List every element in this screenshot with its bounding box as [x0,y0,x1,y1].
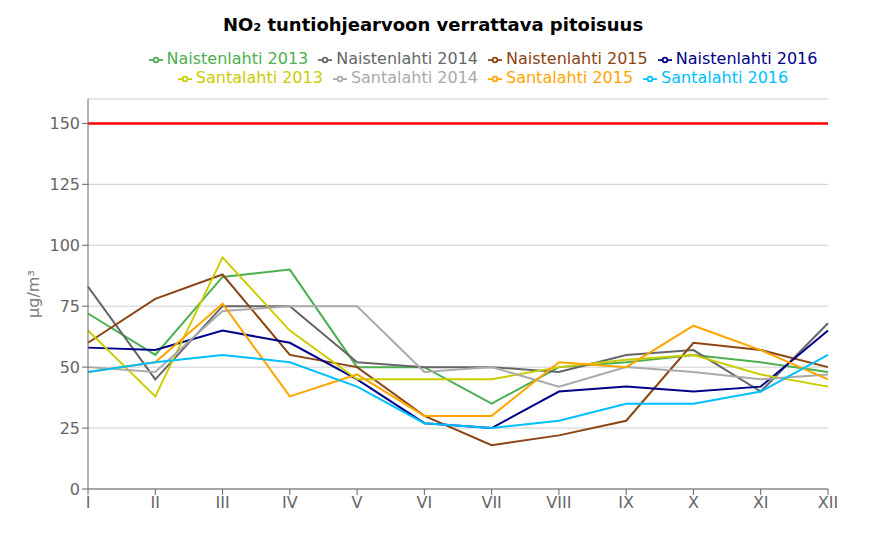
svg-text:75: 75 [60,297,80,316]
svg-text:VIII: VIII [546,493,571,512]
svg-text:50: 50 [60,358,80,377]
html-text:Naistenlahti 2013: Naistenlahti 2013 [166,49,309,68]
svg-text:VII: VII [481,493,501,512]
svg-text:X: X [688,493,699,512]
svg-text:I: I [86,493,91,512]
svg-text:IV: IV [282,493,298,512]
svg-text:µg/m³: µg/m³ [24,270,43,318]
svg-text:XII: XII [818,493,838,512]
html-text:Naistenlahti 2016: Naistenlahti 2016 [675,49,818,68]
svg-text:IX: IX [618,493,634,512]
svg-text:XI: XI [753,493,769,512]
svg-text:125: 125 [49,175,80,194]
html-text:Santalahti 2014: Santalahti 2014 [350,68,478,87]
svg-text:III: III [215,493,229,512]
svg-text:V: V [352,493,363,512]
html-text:NO₂ tuntiohjearvoon verrattava: NO₂ tuntiohjearvoon verrattava pitoisuus [222,14,644,35]
svg-text:0: 0 [70,480,80,499]
svg-text:100: 100 [49,236,80,255]
svg-text:25: 25 [60,419,80,438]
svg-text:II: II [151,493,160,512]
html-text:Naistenlahti 2014: Naistenlahti 2014 [336,49,478,68]
html-text:Santalahti 2015: Santalahti 2015 [506,68,634,87]
svg-text:VI: VI [417,493,433,512]
html-text:Santalahti 2016: Santalahti 2016 [661,68,789,87]
html-text:Naistenlahti 2015: Naistenlahti 2015 [506,49,648,68]
svg-text:150: 150 [49,114,80,133]
html-text:Santalahti 2013: Santalahti 2013 [195,68,323,87]
